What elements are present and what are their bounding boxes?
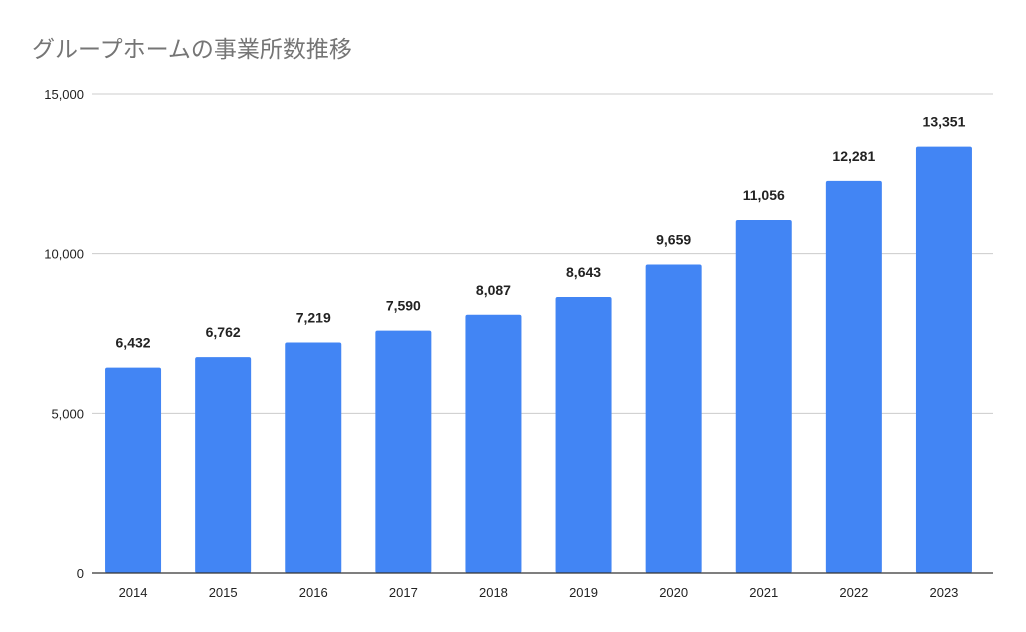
data-label: 6,432: [116, 335, 151, 351]
y-tick-label: 10,000: [44, 247, 84, 262]
bar-2018: [465, 314, 522, 573]
x-tick-label: 2015: [209, 585, 238, 600]
x-tick-label: 2022: [839, 585, 868, 600]
y-tick-label: 0: [77, 566, 84, 581]
bar-2023: [915, 146, 972, 573]
data-label: 6,762: [206, 324, 241, 340]
x-tick-label: 2016: [299, 585, 328, 600]
y-tick-label: 5,000: [51, 406, 84, 421]
data-label: 12,281: [832, 148, 875, 164]
x-tick-label: 2021: [749, 585, 778, 600]
x-tick-label: 2020: [659, 585, 688, 600]
bar-2022: [825, 180, 882, 574]
bar-2016: [285, 342, 342, 573]
y-tick-label: 15,000: [44, 87, 84, 102]
data-label: 13,351: [923, 114, 966, 130]
x-tick-label: 2018: [479, 585, 508, 600]
bar-2017: [375, 330, 432, 573]
data-label: 11,056: [743, 187, 785, 203]
x-tick-label: 2017: [389, 585, 418, 600]
data-label: 7,219: [296, 309, 331, 325]
bar-2014: [105, 367, 162, 573]
data-label: 9,659: [656, 232, 691, 248]
bar-2020: [645, 264, 702, 573]
bar-2019: [555, 297, 612, 573]
x-tick-label: 2019: [569, 585, 598, 600]
x-tick-label: 2023: [929, 585, 958, 600]
bar-2015: [195, 357, 252, 573]
data-label: 7,590: [386, 298, 421, 314]
chart-title: グループホームの事業所数推移: [32, 37, 352, 63]
x-tick-label: 2014: [119, 585, 148, 600]
data-label: 8,643: [566, 264, 601, 280]
bar-2021: [735, 219, 792, 573]
data-label: 8,087: [476, 282, 511, 298]
